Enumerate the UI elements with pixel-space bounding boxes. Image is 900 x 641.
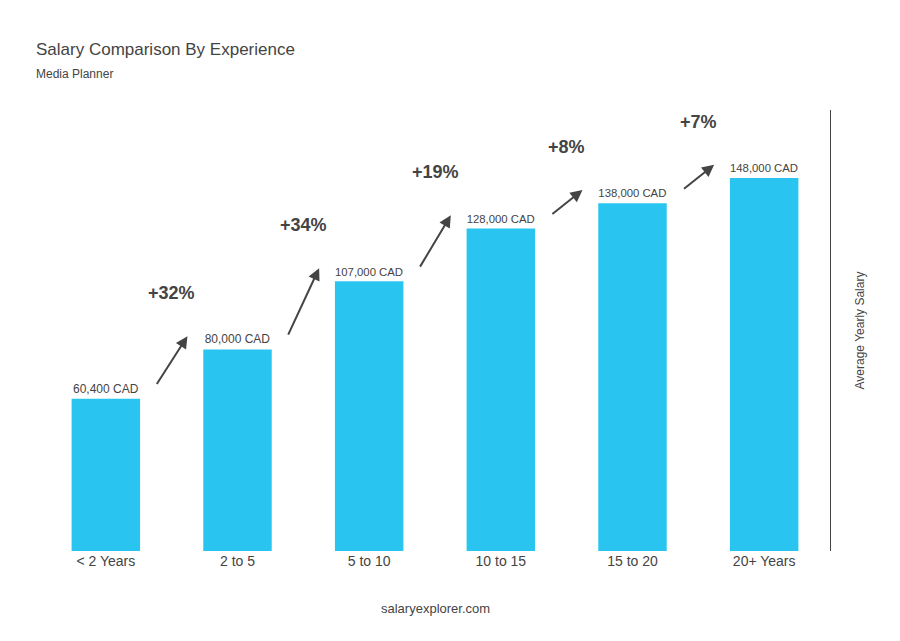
svg-text:148,000 CAD: 148,000 CAD — [730, 162, 798, 174]
svg-text:5 to 10: 5 to 10 — [348, 553, 391, 569]
svg-text:60,400 CAD: 60,400 CAD — [73, 382, 139, 396]
svg-text:107,000 CAD: 107,000 CAD — [335, 266, 403, 278]
svg-text:+19%: +19% — [412, 162, 459, 182]
svg-text:+7%: +7% — [680, 112, 717, 132]
svg-text:+34%: +34% — [280, 215, 327, 235]
svg-text:salaryexplorer.com: salaryexplorer.com — [381, 601, 490, 616]
svg-text:80,000 CAD: 80,000 CAD — [205, 332, 271, 346]
svg-text:15 to 20: 15 to 20 — [607, 553, 658, 569]
svg-text:+32%: +32% — [148, 283, 195, 303]
svg-text:138,000 CAD: 138,000 CAD — [598, 187, 666, 199]
svg-text:+8%: +8% — [548, 137, 585, 157]
svg-text:20+ Years: 20+ Years — [733, 553, 796, 569]
svg-text:Media Planner: Media Planner — [36, 67, 113, 81]
svg-text:Salary Comparison By Experienc: Salary Comparison By Experience — [36, 40, 295, 59]
svg-text:Average Yearly Salary: Average Yearly Salary — [853, 272, 867, 390]
svg-text:128,000 CAD: 128,000 CAD — [467, 213, 535, 225]
svg-text:< 2 Years: < 2 Years — [76, 553, 135, 569]
svg-text:10 to 15: 10 to 15 — [476, 553, 527, 569]
svg-text:2 to 5: 2 to 5 — [220, 553, 255, 569]
